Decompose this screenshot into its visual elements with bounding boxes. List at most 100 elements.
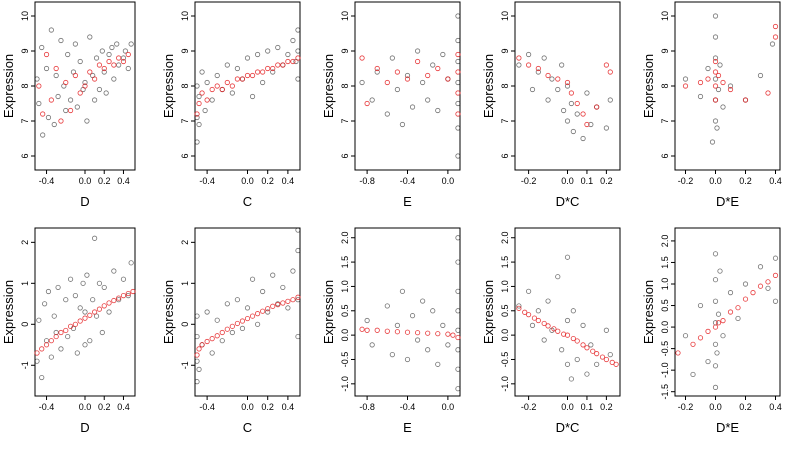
red-data-point bbox=[607, 69, 613, 75]
red-data-point bbox=[594, 351, 600, 357]
x-tick-label: 0.4 bbox=[117, 176, 130, 186]
black-data-point bbox=[720, 333, 726, 339]
red-data-point bbox=[116, 55, 122, 61]
black-data-point bbox=[561, 107, 567, 114]
y-tick-label: 1.0 bbox=[340, 280, 350, 293]
red-data-point bbox=[720, 79, 726, 86]
black-data-point bbox=[106, 309, 112, 315]
black-data-point bbox=[43, 65, 50, 72]
red-data-point bbox=[239, 76, 246, 82]
black-data-point bbox=[194, 313, 200, 319]
red-data-point bbox=[697, 335, 704, 341]
black-data-point bbox=[420, 79, 426, 86]
red-data-point bbox=[757, 283, 764, 289]
panel-4: 6 7 8 9 10 -0.2 0.0 0.1 0.2 D*C Expression bbox=[481, 1, 621, 209]
red-data-point bbox=[720, 318, 726, 324]
black-data-point bbox=[82, 342, 88, 348]
plot-frame bbox=[354, 1, 461, 171]
black-data-point bbox=[765, 285, 771, 291]
black-data-point bbox=[92, 97, 98, 103]
black-data-point bbox=[72, 293, 78, 299]
y-tick-label: 2 bbox=[20, 240, 30, 245]
red-data-point bbox=[727, 86, 734, 93]
black-data-point bbox=[712, 341, 719, 347]
black-data-point bbox=[607, 352, 613, 358]
x-tick-label: 0.0 bbox=[79, 176, 92, 186]
black-data-point bbox=[559, 347, 565, 353]
black-data-point bbox=[690, 371, 696, 378]
black-data-point bbox=[588, 342, 594, 348]
red-data-point bbox=[244, 72, 251, 79]
y-tick-label: 0.5 bbox=[660, 299, 670, 312]
red-data-point bbox=[58, 118, 64, 124]
black-data-point bbox=[430, 308, 436, 314]
red-data-point bbox=[196, 100, 202, 107]
red-data-point bbox=[712, 58, 719, 65]
red-data-point bbox=[455, 334, 461, 341]
black-data-point bbox=[53, 72, 59, 79]
red-data-point bbox=[234, 320, 241, 327]
red-data-point bbox=[772, 23, 779, 30]
x-axis-label: D*C bbox=[556, 420, 580, 435]
red-data-point bbox=[545, 323, 551, 329]
black-data-point bbox=[712, 34, 719, 40]
black-data-point bbox=[194, 139, 200, 145]
black-data-point bbox=[545, 97, 551, 103]
black-data-point bbox=[116, 62, 122, 68]
red-data-point bbox=[772, 272, 779, 278]
y-tick-label: 9 bbox=[660, 48, 670, 53]
y-tick-label: 9 bbox=[20, 48, 30, 53]
black-data-point bbox=[45, 114, 52, 121]
x-tick-label: 0.2 bbox=[261, 176, 274, 186]
red-data-point bbox=[414, 330, 421, 336]
red-data-point bbox=[275, 62, 281, 68]
black-data-point bbox=[564, 361, 571, 367]
red-data-point bbox=[455, 51, 461, 58]
black-data-point bbox=[96, 280, 103, 286]
red-data-point bbox=[690, 341, 696, 347]
red-data-point bbox=[705, 76, 711, 82]
y-tick-label: -1 bbox=[20, 361, 30, 369]
y-tick-label: 10 bbox=[340, 11, 350, 21]
red-data-point bbox=[742, 296, 749, 302]
y-tick-label: 9 bbox=[180, 48, 190, 53]
x-axis-label: D*E bbox=[716, 194, 739, 209]
y-tick-label: 10 bbox=[660, 11, 670, 21]
black-data-point bbox=[529, 86, 536, 93]
red-data-point bbox=[280, 62, 286, 68]
red-data-point bbox=[425, 72, 431, 79]
black-data-point bbox=[455, 125, 461, 131]
x-axis-label: D bbox=[80, 194, 89, 209]
black-data-point bbox=[77, 305, 83, 311]
black-data-point bbox=[682, 333, 689, 339]
red-data-point bbox=[374, 327, 380, 333]
black-data-point bbox=[249, 93, 256, 100]
red-data-point bbox=[712, 83, 719, 89]
red-data-point bbox=[603, 356, 609, 363]
panel-7: -1 0 1 2 -0.4 0.0 0.2 0.4 C Expression bbox=[161, 227, 301, 435]
black-data-point bbox=[705, 65, 711, 72]
black-data-point bbox=[772, 298, 779, 304]
red-data-point bbox=[209, 336, 215, 342]
black-data-point bbox=[99, 48, 105, 54]
black-data-point bbox=[435, 361, 441, 367]
y-tick-label: 6 bbox=[20, 153, 30, 158]
plot-frame bbox=[354, 227, 461, 397]
red-data-point bbox=[295, 294, 301, 300]
y-axis-label: Expression bbox=[481, 54, 496, 118]
red-data-point bbox=[82, 315, 88, 321]
y-tick-label: 0.0 bbox=[500, 329, 510, 342]
black-data-point bbox=[455, 13, 461, 19]
black-data-point bbox=[194, 358, 200, 364]
black-data-point bbox=[455, 37, 461, 44]
black-data-point bbox=[712, 118, 719, 124]
x-tick-label: 0.0 bbox=[241, 176, 254, 186]
x-tick-label: -0.4 bbox=[400, 402, 416, 412]
red-data-point bbox=[130, 288, 136, 295]
red-data-point bbox=[270, 65, 276, 72]
red-data-point bbox=[599, 354, 606, 360]
y-tick-label: 0.0 bbox=[660, 321, 670, 334]
black-data-point bbox=[51, 313, 57, 319]
red-data-point bbox=[522, 309, 528, 315]
y-tick-label: 8 bbox=[180, 83, 190, 88]
